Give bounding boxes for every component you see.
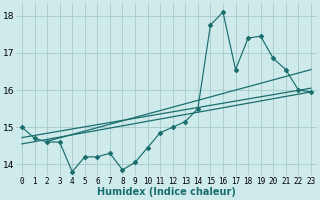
- Point: [107, 152, 112, 155]
- Point: [308, 90, 314, 93]
- Point: [120, 168, 125, 171]
- Point: [158, 131, 163, 134]
- Point: [95, 155, 100, 158]
- Point: [32, 137, 37, 140]
- Point: [183, 120, 188, 123]
- Point: [20, 126, 25, 129]
- Point: [271, 57, 276, 60]
- Point: [132, 161, 138, 164]
- Point: [208, 23, 213, 27]
- Point: [220, 10, 226, 14]
- Point: [82, 155, 87, 158]
- Point: [145, 146, 150, 149]
- Point: [233, 68, 238, 71]
- Point: [195, 107, 200, 110]
- Point: [245, 36, 251, 40]
- Point: [258, 35, 263, 38]
- Point: [283, 68, 288, 71]
- Point: [70, 170, 75, 173]
- Point: [170, 126, 175, 129]
- Point: [44, 140, 50, 144]
- Point: [296, 88, 301, 92]
- Point: [57, 140, 62, 144]
- X-axis label: Humidex (Indice chaleur): Humidex (Indice chaleur): [97, 187, 236, 197]
